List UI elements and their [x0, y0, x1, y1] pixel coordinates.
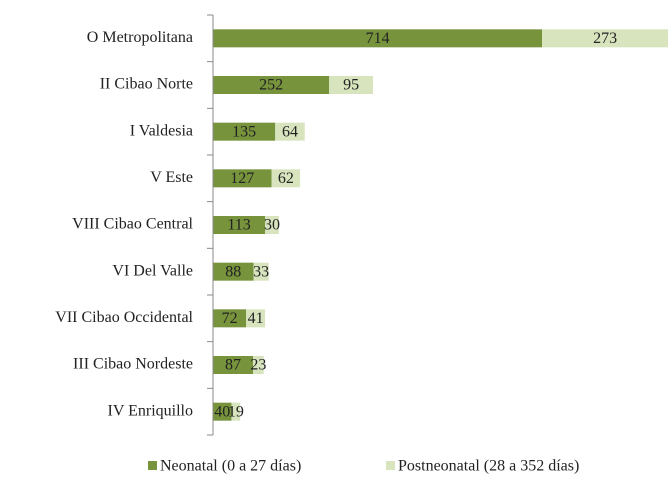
- y-tick-label: IV Enriquillo: [108, 402, 193, 419]
- bar: [253, 262, 269, 281]
- legend-swatch: [386, 461, 395, 470]
- data-label: 62: [278, 170, 294, 187]
- legend-label: Neonatal (0 a 27 días): [160, 458, 301, 475]
- data-label: 33: [253, 263, 269, 280]
- data-label: 95: [343, 77, 359, 94]
- legend-label: Postneonatal (28 a 352 días): [398, 458, 579, 475]
- bar: [213, 309, 247, 328]
- bar: [275, 122, 305, 141]
- data-label: 41: [248, 310, 264, 327]
- data-label: 88: [225, 263, 241, 280]
- bar: [253, 356, 264, 374]
- data-label: 714: [366, 30, 390, 47]
- data-label: 64: [282, 123, 298, 140]
- bar: [213, 122, 276, 141]
- y-tick-label: VIII Cibao Central: [72, 216, 193, 233]
- y-tick-label: I Valdesia: [130, 122, 193, 139]
- data-label: 19: [228, 403, 244, 420]
- y-tick-label: V Este: [150, 169, 193, 186]
- bar: [213, 402, 232, 421]
- data-label: 135: [232, 123, 256, 140]
- bar: [246, 309, 266, 328]
- bar: [213, 216, 266, 234]
- y-tick-label: VII Cibao Occidental: [55, 309, 193, 326]
- y-tick-label: III Cibao Nordeste: [73, 356, 193, 373]
- y-tick-label: O Metropolitana: [87, 29, 193, 46]
- y-tick-label: II Cibao Norte: [100, 76, 193, 93]
- bar: [213, 29, 543, 48]
- y-tick-label: VI Del Valle: [112, 262, 193, 279]
- data-label: 113: [227, 217, 250, 234]
- data-label: 23: [250, 357, 266, 374]
- data-label: 127: [230, 170, 254, 187]
- bar: [213, 169, 272, 188]
- bar: [271, 169, 301, 188]
- data-label: 252: [259, 77, 283, 94]
- bar: [213, 76, 330, 94]
- bar: [213, 356, 254, 374]
- legend-swatch: [148, 461, 157, 470]
- data-label: 72: [222, 310, 238, 327]
- bar: [265, 216, 279, 234]
- bar: [213, 262, 254, 281]
- bar: [542, 29, 668, 48]
- data-label: 87: [225, 357, 241, 374]
- bar: [231, 402, 241, 421]
- data-label: 30: [264, 217, 280, 234]
- data-label: 40: [214, 403, 230, 420]
- data-label: 273: [593, 30, 617, 47]
- bar: [329, 76, 373, 94]
